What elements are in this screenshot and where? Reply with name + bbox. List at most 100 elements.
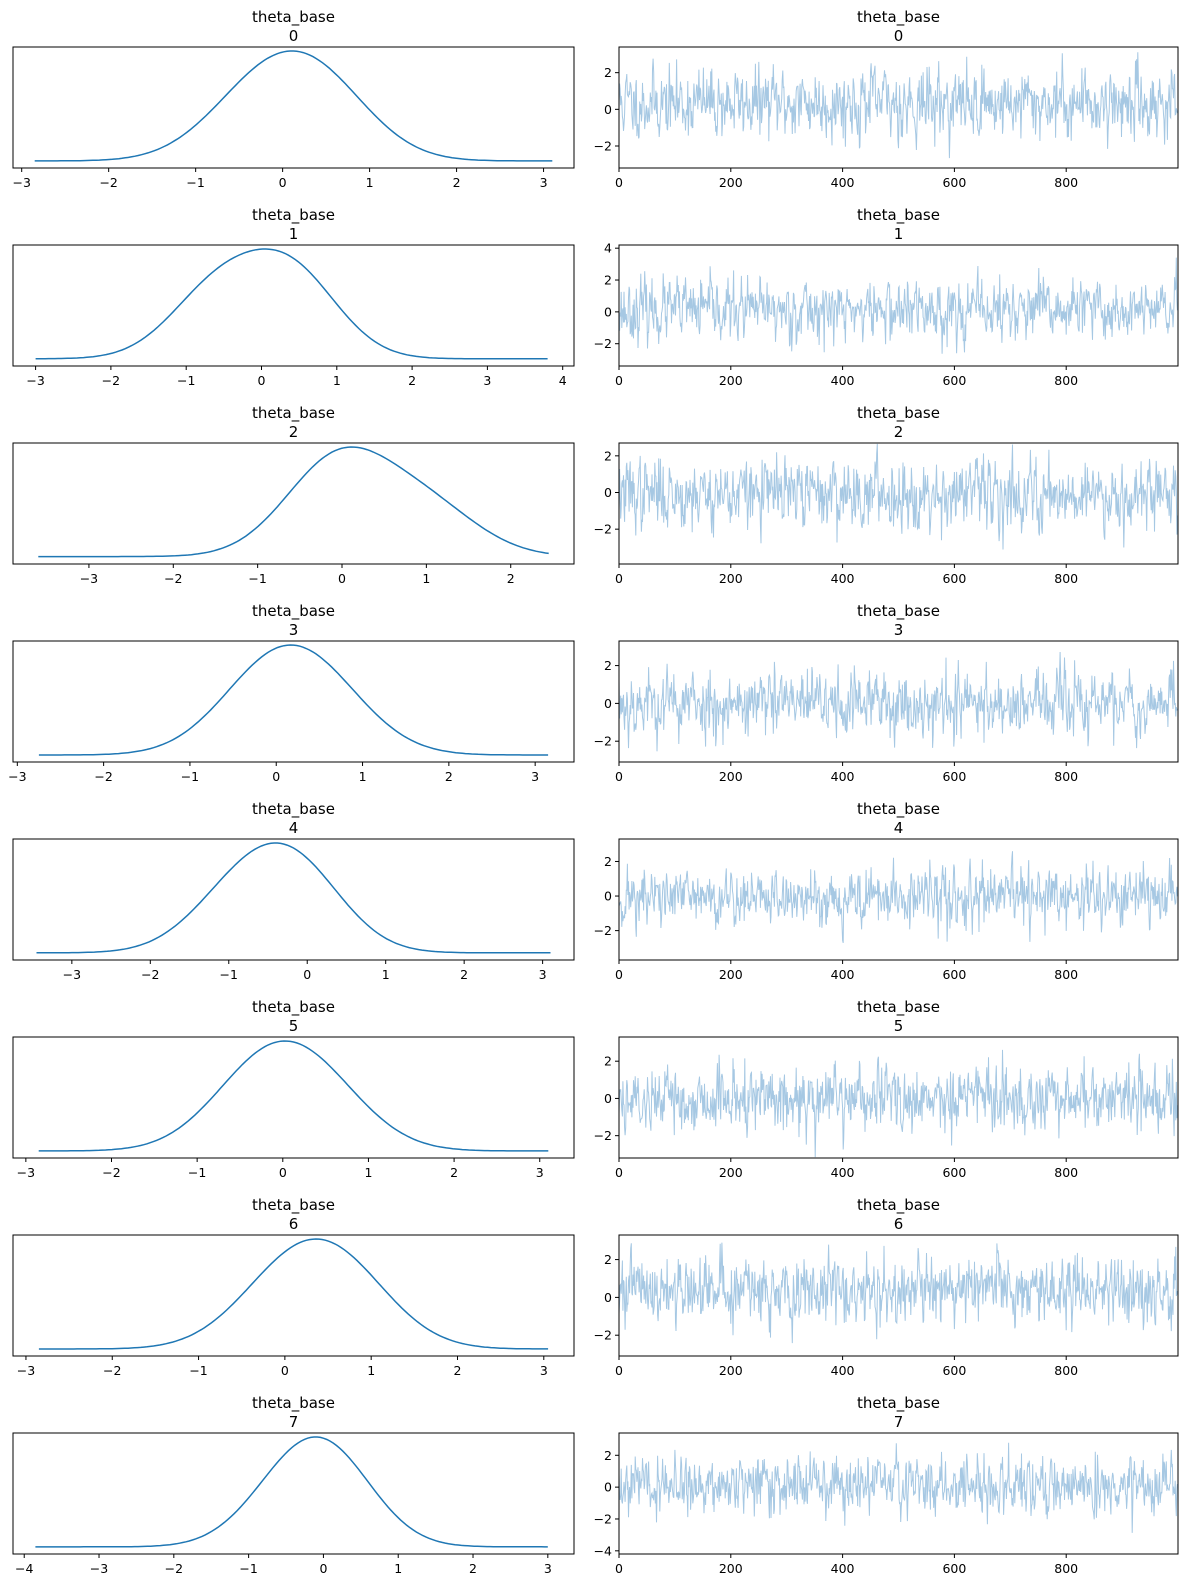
kde-x-tick-label: 1 — [422, 571, 430, 586]
trace-coord-label: 7 — [894, 1413, 904, 1431]
trace-y-tick-label: 0 — [604, 889, 612, 904]
trace-coord-label: 1 — [894, 225, 904, 243]
trace-y-tick-label: −2 — [594, 734, 612, 749]
trace-y-tick-label: 0 — [604, 102, 612, 117]
trace-y-tick-label: −2 — [594, 1328, 612, 1343]
kde-coord-label: 6 — [289, 1215, 299, 1233]
trace-x-tick-label: 600 — [942, 1363, 966, 1378]
kde-x-tick-label: −1 — [248, 571, 266, 586]
kde-title: theta_base — [252, 1394, 335, 1413]
trace-y-tick-label: 0 — [604, 304, 612, 319]
kde-x-tick-label: 3 — [531, 769, 539, 784]
trace-y-tick-label: −2 — [594, 1128, 612, 1143]
kde-x-tick-label: −3 — [12, 175, 30, 190]
kde-x-tick-label: 1 — [394, 1561, 402, 1576]
trace-y-tick-label: −4 — [594, 1543, 612, 1558]
kde-x-tick-label: −3 — [63, 967, 81, 982]
trace-y-tick-label: −2 — [594, 923, 612, 938]
trace-x-tick-label: 200 — [719, 373, 743, 388]
kde-title: theta_base — [252, 1196, 335, 1215]
kde-x-tick-label: 2 — [507, 571, 515, 586]
kde-x-tick-label: 0 — [258, 373, 266, 388]
trace-y-tick-label: 2 — [604, 658, 612, 673]
trace-x-tick-label: 800 — [1054, 967, 1078, 982]
trace-coord-label: 3 — [894, 621, 904, 639]
trace-y-tick-label: 2 — [604, 448, 612, 463]
kde-axes-frame — [12, 46, 575, 169]
kde-axes-frame — [12, 640, 575, 763]
trace-y-tick-label: 0 — [604, 485, 612, 500]
kde-density-line — [34, 50, 553, 162]
trace-axes-frame — [618, 46, 1179, 169]
kde-title: theta_base — [252, 800, 335, 819]
kde-density-line — [38, 644, 549, 756]
trace-title: theta_base — [857, 1196, 940, 1215]
kde-axes-frame — [12, 244, 575, 367]
kde-coord-label: 3 — [289, 621, 299, 639]
kde-density-line — [38, 1238, 549, 1350]
trace-x-tick-label: 200 — [719, 967, 743, 982]
trace-x-tick-label: 600 — [942, 373, 966, 388]
trace-x-tick-label: 200 — [719, 769, 743, 784]
trace-x-tick-label: 0 — [615, 1561, 623, 1576]
kde-coord-label: 5 — [289, 1017, 299, 1035]
kde-title: theta_base — [252, 998, 335, 1017]
kde-x-tick-label: −1 — [181, 769, 199, 784]
trace-x-tick-label: 800 — [1054, 1561, 1078, 1576]
kde-x-tick-label: 0 — [279, 1165, 287, 1180]
kde-coord-label: 0 — [289, 27, 299, 45]
trace-y-tick-label: 0 — [604, 1290, 612, 1305]
trace-axes-frame — [618, 244, 1179, 367]
kde-x-tick-label: 0 — [281, 1363, 289, 1378]
kde-x-tick-label: −3 — [90, 1561, 108, 1576]
kde-x-tick-label: −3 — [17, 1363, 35, 1378]
kde-title: theta_base — [252, 404, 335, 423]
kde-x-tick-label: 2 — [408, 373, 416, 388]
kde-axes-frame — [12, 1036, 575, 1159]
kde-axes-frame — [12, 442, 575, 565]
kde-x-tick-label: 3 — [483, 373, 491, 388]
trace-axes-frame — [618, 442, 1179, 565]
trace-axes-frame — [618, 838, 1179, 961]
trace-axes-frame — [618, 1234, 1179, 1357]
trace-y-tick-label: 2 — [604, 1252, 612, 1267]
trace-x-tick-label: 200 — [719, 175, 743, 190]
kde-x-tick-label: 0 — [303, 967, 311, 982]
trace-y-tick-label: 2 — [604, 1054, 612, 1069]
kde-x-tick-label: −2 — [102, 373, 120, 388]
kde-density-line — [35, 248, 548, 360]
trace-x-tick-label: 0 — [615, 1165, 623, 1180]
kde-coord-label: 1 — [289, 225, 299, 243]
kde-x-tick-label: −2 — [103, 1363, 121, 1378]
trace-x-tick-label: 800 — [1054, 373, 1078, 388]
trace-y-tick-label: 2 — [604, 65, 612, 80]
trace-x-tick-label: 800 — [1054, 769, 1078, 784]
kde-x-tick-label: 1 — [364, 1165, 372, 1180]
kde-axes-frame — [12, 1234, 575, 1357]
trace-line — [618, 1442, 1178, 1533]
trace-coord-label: 2 — [894, 423, 904, 441]
kde-x-tick-label: 2 — [445, 769, 453, 784]
trace-axes-frame — [618, 640, 1179, 763]
trace-line — [618, 851, 1178, 944]
trace-x-tick-label: 200 — [719, 1561, 743, 1576]
kde-x-tick-label: −1 — [189, 1363, 207, 1378]
trace-x-tick-label: 400 — [831, 373, 855, 388]
trace-x-tick-label: 600 — [942, 1561, 966, 1576]
trace-x-tick-label: 600 — [942, 967, 966, 982]
kde-x-tick-label: −1 — [186, 175, 204, 190]
trace-title: theta_base — [857, 404, 940, 423]
trace-x-tick-label: 600 — [942, 1165, 966, 1180]
trace-x-tick-label: 400 — [831, 571, 855, 586]
kde-x-tick-label: −2 — [99, 175, 117, 190]
trace-x-tick-label: 0 — [615, 1363, 623, 1378]
kde-x-tick-label: −3 — [8, 769, 26, 784]
kde-x-tick-label: 0 — [338, 571, 346, 586]
kde-x-tick-label: 3 — [540, 175, 548, 190]
kde-x-tick-label: 1 — [366, 175, 374, 190]
trace-coord-label: 0 — [894, 27, 904, 45]
kde-x-tick-label: −1 — [188, 1165, 206, 1180]
